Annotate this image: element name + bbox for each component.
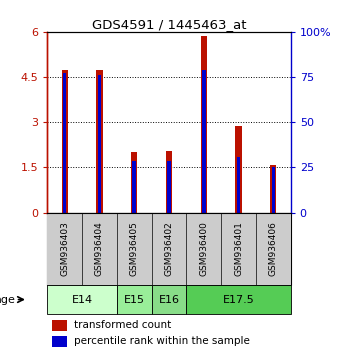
FancyBboxPatch shape xyxy=(152,285,186,314)
FancyBboxPatch shape xyxy=(152,212,186,285)
Bar xyxy=(132,161,136,212)
Text: E14: E14 xyxy=(72,295,93,304)
Text: E15: E15 xyxy=(124,295,145,304)
Bar xyxy=(271,167,275,212)
Bar xyxy=(63,73,67,212)
Bar xyxy=(96,70,103,212)
FancyBboxPatch shape xyxy=(117,212,152,285)
Bar xyxy=(237,157,240,212)
Text: percentile rank within the sample: percentile rank within the sample xyxy=(74,336,250,347)
Text: GSM936401: GSM936401 xyxy=(234,221,243,276)
Bar xyxy=(98,75,101,212)
Text: GSM936403: GSM936403 xyxy=(60,221,69,276)
Bar xyxy=(167,161,171,212)
Bar xyxy=(166,151,172,212)
Text: GSM936400: GSM936400 xyxy=(199,221,208,276)
FancyBboxPatch shape xyxy=(47,285,117,314)
FancyBboxPatch shape xyxy=(82,212,117,285)
FancyBboxPatch shape xyxy=(47,212,82,285)
Text: GSM936402: GSM936402 xyxy=(165,221,173,276)
Text: GSM936404: GSM936404 xyxy=(95,221,104,276)
Bar xyxy=(201,36,207,212)
Text: E16: E16 xyxy=(159,295,179,304)
Bar xyxy=(52,336,67,347)
Text: age: age xyxy=(0,295,16,304)
FancyBboxPatch shape xyxy=(256,212,291,285)
Bar xyxy=(202,70,206,212)
Bar xyxy=(131,152,137,212)
Text: GSM936405: GSM936405 xyxy=(130,221,139,276)
Text: transformed count: transformed count xyxy=(74,320,171,330)
Bar xyxy=(52,320,67,331)
FancyBboxPatch shape xyxy=(221,212,256,285)
Title: GDS4591 / 1445463_at: GDS4591 / 1445463_at xyxy=(92,18,246,31)
Bar xyxy=(270,165,276,212)
FancyBboxPatch shape xyxy=(186,212,221,285)
FancyBboxPatch shape xyxy=(186,285,291,314)
Text: E17.5: E17.5 xyxy=(223,295,255,304)
Bar xyxy=(235,126,242,212)
Bar xyxy=(62,70,68,212)
Text: GSM936406: GSM936406 xyxy=(269,221,278,276)
FancyBboxPatch shape xyxy=(117,285,152,314)
